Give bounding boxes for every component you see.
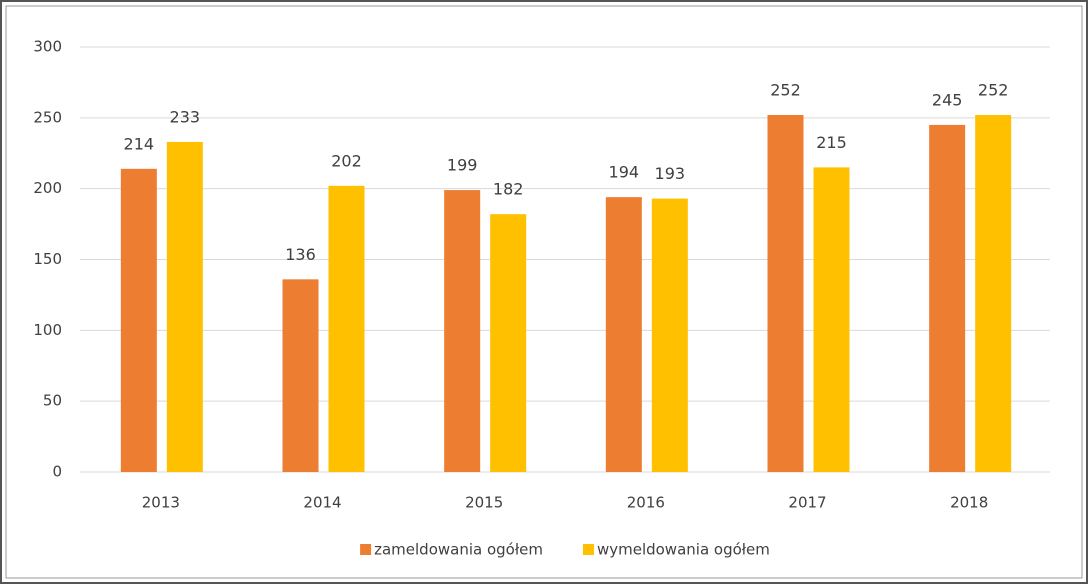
y-tick-label: 0 xyxy=(52,463,62,481)
data-label: 233 xyxy=(170,107,201,126)
bar xyxy=(605,197,642,472)
bar xyxy=(444,190,481,473)
bar xyxy=(282,279,319,472)
legend-swatch xyxy=(360,544,372,555)
data-label: 136 xyxy=(285,245,316,264)
y-tick-label: 200 xyxy=(33,179,62,197)
data-label: 194 xyxy=(609,163,640,182)
bar xyxy=(975,115,1012,472)
x-tick-label: 2015 xyxy=(465,494,503,512)
legend-label: zameldowania ogółem xyxy=(374,541,543,559)
x-tick-label: 2018 xyxy=(950,494,988,512)
data-label: 214 xyxy=(124,134,155,153)
data-label: 252 xyxy=(770,81,801,100)
legend-label: wymeldowania ogółem xyxy=(597,541,770,559)
data-label: 252 xyxy=(978,81,1009,100)
x-tick-label: 2014 xyxy=(303,494,341,512)
y-tick-label: 150 xyxy=(33,250,62,268)
data-label: 199 xyxy=(447,156,478,175)
data-label: 202 xyxy=(331,151,362,170)
legend-swatch xyxy=(582,544,594,555)
bar xyxy=(651,198,688,473)
bar xyxy=(328,185,365,473)
bar xyxy=(767,115,804,472)
y-tick-label: 250 xyxy=(33,108,62,126)
data-label: 245 xyxy=(932,90,963,109)
data-label: 215 xyxy=(816,133,847,152)
data-label: 182 xyxy=(493,180,524,199)
y-tick-label: 100 xyxy=(33,321,62,339)
y-tick-label: 300 xyxy=(33,38,62,56)
bar xyxy=(813,167,850,472)
bar xyxy=(929,124,966,473)
bar xyxy=(166,141,203,472)
x-tick-label: 2017 xyxy=(788,494,826,512)
x-tick-label: 2016 xyxy=(627,494,665,512)
inner-frame xyxy=(5,5,1083,579)
bar xyxy=(120,168,157,473)
x-tick-label: 2013 xyxy=(142,494,180,512)
bar xyxy=(490,214,527,472)
y-tick-label: 50 xyxy=(43,392,62,410)
data-label: 193 xyxy=(655,164,686,183)
